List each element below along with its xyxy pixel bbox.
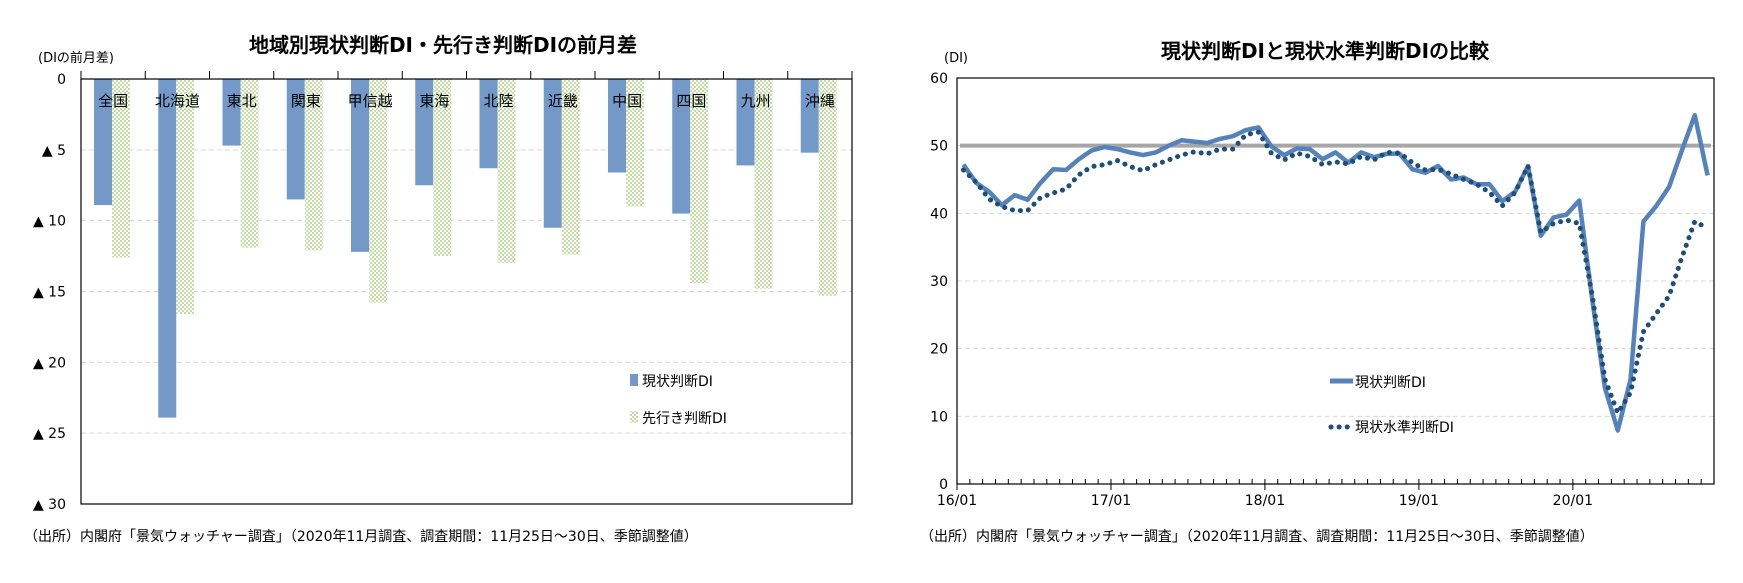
series-line-current-di	[961, 112, 1710, 433]
bar-current-0	[94, 79, 112, 206]
bar-outlook-7	[561, 79, 580, 255]
x-tick-label: 16/01	[937, 493, 977, 509]
bar-outlook-5	[433, 79, 452, 257]
bars	[94, 79, 837, 418]
footnote-source: （出所）内閣府「景気ウォッチャー調査」（2020年11月調査、調査期間：11月2…	[24, 528, 698, 545]
y-axis-label: (DIの前月差)	[38, 50, 114, 66]
y-tick-label: 0	[939, 477, 948, 493]
legend-label-current: 現状判断DI	[1355, 375, 1426, 391]
category-label: 東海	[419, 92, 449, 110]
y-tick-label: ▲ 5	[42, 143, 66, 159]
category-label: 沖縄	[805, 92, 835, 110]
y-tick-labels: 0 ▲ 5 ▲ 10 ▲ 15 ▲ 20 ▲ 25 ▲ 30	[33, 72, 66, 513]
regional-bar-chart: 地域別現状判断DI・先行き判断DIの前月差 (DIの前月差) 0 ▲ 5 ▲ 10 ▲…	[24, 33, 853, 545]
y-tick-label: ▲ 10	[33, 214, 66, 230]
category-label: 北海道	[155, 92, 200, 110]
category-label: 全国	[98, 92, 128, 110]
category-labels: 全国 北海道 東北 関東 甲信越 東海 北陸 近畿 中国 四国 九州 沖縄	[98, 92, 835, 110]
bar-outlook-0	[112, 79, 130, 258]
bar-current-8	[608, 79, 626, 173]
di-comparison-line-chart: 現状判断DIと現状水準判断DIの比較 (DI) 0 10 20 30 40 50 60 16…	[920, 39, 1715, 545]
y-tick-label: ▲ 30	[33, 497, 66, 513]
y-tick-label: 40	[930, 206, 948, 222]
bar-outlook-3	[304, 79, 323, 251]
footnote-source: （出所）内閣府「景気ウォッチャー調査」（2020年11月調査、調査期間：11月2…	[920, 528, 1594, 545]
category-label: 北陸	[484, 92, 514, 110]
plot-frame	[956, 77, 1715, 485]
bar-current-5	[415, 79, 434, 186]
bar-outlook-9	[690, 79, 709, 283]
y-tick-labels: 0 10 20 30 40 50 60	[930, 71, 948, 493]
category-label: 九州	[741, 92, 771, 110]
bar-outlook-2	[240, 79, 259, 248]
legend: 現状判断DI 先行き判断DI	[630, 374, 727, 427]
legend: 現状判断DI 現状水準判断DI	[1328, 375, 1454, 436]
bar-outlook-6	[497, 79, 516, 264]
chart-title: 現状判断DIと現状水準判断DIの比較	[1161, 39, 1490, 63]
bar-outlook-11	[818, 79, 837, 296]
legend-swatch-current	[630, 374, 638, 386]
bar-outlook-1	[176, 79, 195, 315]
gridlines	[80, 71, 853, 434]
y-tick-label: ▲ 25	[33, 426, 66, 442]
bar-current-2	[222, 79, 241, 146]
category-label: 甲信越	[348, 92, 393, 110]
bar-current-6	[479, 79, 498, 169]
y-tick-label: 0	[57, 72, 66, 88]
y-axis-label: (DI)	[944, 51, 968, 66]
category-label: 中国	[612, 92, 642, 110]
bar-current-9	[672, 79, 691, 214]
legend-label-level: 現状水準判断DI	[1355, 420, 1454, 436]
x-axis-ticks: 16/01 17/01 18/01 19/01 20/01	[937, 479, 1715, 509]
bar-current-4	[351, 79, 369, 252]
y-tick-label: 60	[930, 71, 948, 87]
category-label: 四国	[676, 92, 706, 110]
bar-current-11	[800, 79, 819, 153]
category-label: 近畿	[548, 92, 578, 110]
x-tick-label: 20/01	[1553, 493, 1593, 509]
y-tick-label: ▲ 20	[33, 355, 66, 371]
category-label: 関東	[291, 92, 321, 110]
bar-current-1	[158, 79, 177, 418]
bar-outlook-4	[369, 79, 387, 303]
bar-outlook-8	[626, 79, 644, 207]
y-tick-label: 10	[930, 409, 948, 425]
bar-current-3	[286, 79, 305, 200]
legend-label-current: 現状判断DI	[642, 374, 713, 390]
plot-frame	[80, 78, 853, 505]
chart-title: 地域別現状判断DI・先行き判断DIの前月差	[249, 33, 637, 57]
x-tick-label: 19/01	[1399, 493, 1439, 509]
y-tick-label: 50	[930, 139, 948, 155]
y-tick-label: 20	[930, 342, 948, 358]
x-tick-label: 18/01	[1245, 493, 1285, 509]
series-lines	[960, 112, 1711, 433]
x-tick-label: 17/01	[1091, 493, 1131, 509]
bar-current-7	[543, 79, 562, 228]
category-label: 東北	[227, 92, 257, 110]
series-line-level-di	[960, 129, 1711, 416]
y-tick-label: 30	[930, 274, 948, 290]
legend-label-outlook: 先行き判断DI	[642, 411, 727, 427]
bar-outlook-10	[754, 79, 773, 289]
bar-current-10	[736, 79, 755, 166]
legend-swatch-outlook	[630, 411, 638, 423]
y-tick-label: ▲ 15	[33, 285, 66, 301]
